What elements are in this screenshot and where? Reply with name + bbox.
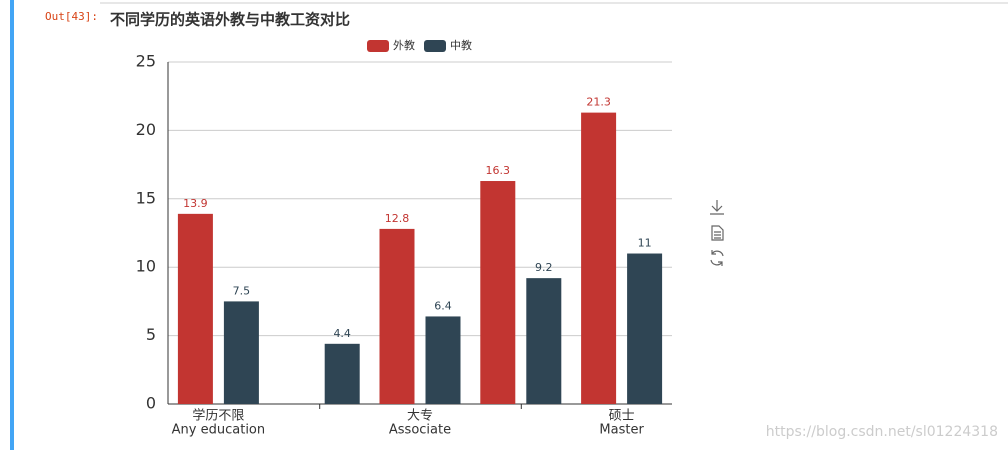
legend-swatch (424, 40, 446, 52)
bar (324, 343, 360, 404)
x-tick-label: 大专 (407, 409, 433, 424)
bar (627, 253, 663, 404)
y-tick-label: 20 (136, 120, 156, 139)
restore-icon[interactable] (710, 250, 724, 266)
bar (425, 316, 461, 404)
y-tick-label: 15 (136, 188, 156, 207)
x-tick-label: Master (599, 423, 644, 438)
data-label: 12.8 (385, 212, 410, 225)
y-tick-label: 5 (146, 325, 156, 344)
data-label: 21.3 (586, 96, 611, 109)
chart-title: 不同学历的英语外教与中教工资对比 (110, 11, 350, 29)
x-tick-label: Any education (172, 423, 265, 438)
y-tick-label: 0 (146, 394, 156, 413)
legend-label: 外教 (393, 39, 415, 52)
bar (480, 181, 516, 404)
x-tick-label: Associate (389, 423, 451, 438)
bar (581, 112, 617, 404)
data-label: 9.2 (535, 261, 553, 274)
data-label: 4.4 (333, 327, 351, 340)
bar (223, 301, 259, 404)
legend-swatch (367, 40, 389, 52)
save-icon[interactable] (710, 200, 724, 215)
data-label: 16.3 (486, 164, 511, 177)
data-view-icon[interactable] (711, 225, 724, 241)
bar (379, 228, 415, 404)
toolbox (710, 200, 724, 266)
bar (177, 213, 213, 404)
y-tick-label: 25 (136, 52, 156, 71)
legend-label: 中教 (450, 39, 472, 52)
data-label: 11 (638, 237, 652, 250)
x-tick-label: 学历不限 (192, 408, 244, 424)
data-label: 13.9 (183, 197, 208, 210)
x-tick-label: 硕士 (609, 409, 635, 424)
data-label: 6.4 (434, 299, 452, 312)
data-label: 7.5 (233, 284, 251, 297)
cell-indicator (10, 0, 14, 450)
output-prompt: Out[43]: (45, 10, 98, 23)
bar (526, 278, 562, 404)
y-tick-label: 10 (136, 257, 156, 276)
watermark: https://blog.csdn.net/sl01224318 (766, 424, 998, 440)
